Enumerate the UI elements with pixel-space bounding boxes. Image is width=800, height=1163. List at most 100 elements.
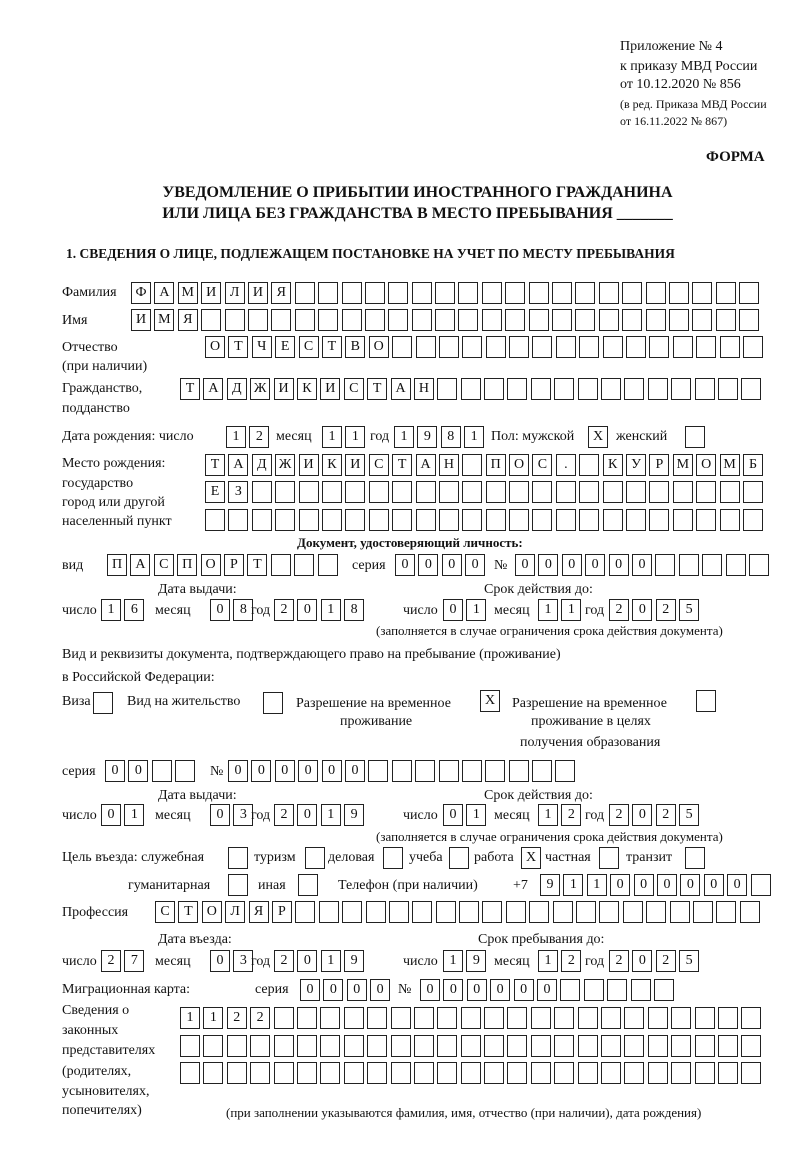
char-box[interactable] [554, 378, 575, 400]
char-box[interactable] [505, 282, 526, 304]
char-box[interactable]: Н [413, 378, 434, 400]
char-box[interactable] [228, 847, 248, 869]
char-box[interactable]: 2 [249, 426, 270, 448]
char-box[interactable] [343, 1007, 364, 1029]
char-box[interactable] [598, 309, 619, 331]
char-box[interactable]: Ж [250, 378, 271, 400]
char-box[interactable] [458, 309, 479, 331]
char-box[interactable] [392, 481, 413, 503]
char-box[interactable]: 0 [298, 760, 319, 782]
char-box[interactable] [509, 336, 530, 358]
char-box[interactable] [460, 1007, 481, 1029]
char-box[interactable]: Т [392, 454, 413, 476]
char-box[interactable] [318, 309, 339, 331]
char-box[interactable]: 0 [344, 760, 365, 782]
char-box[interactable]: 9 [344, 804, 365, 826]
char-box[interactable]: 0 [610, 874, 631, 896]
char-box[interactable]: 1 [466, 804, 487, 826]
other-checkbox[interactable] [298, 874, 321, 896]
char-box[interactable] [505, 901, 526, 923]
char-box[interactable]: А [130, 554, 151, 576]
char-box[interactable]: 3 [233, 804, 254, 826]
char-box[interactable] [576, 901, 597, 923]
char-box[interactable] [715, 309, 736, 331]
char-box[interactable] [552, 282, 573, 304]
char-box[interactable] [507, 1035, 528, 1057]
char-box[interactable] [602, 481, 623, 503]
char-box[interactable]: 3 [233, 950, 254, 972]
char-box[interactable] [320, 1035, 341, 1057]
char-box[interactable]: 2 [609, 950, 629, 972]
char-box[interactable] [671, 1007, 692, 1029]
char-box[interactable] [390, 1035, 411, 1057]
char-box[interactable]: 0 [703, 874, 724, 896]
char-box[interactable] [462, 481, 483, 503]
char-box[interactable] [717, 1007, 738, 1029]
char-box[interactable]: Р [223, 554, 244, 576]
char-box[interactable] [296, 1007, 317, 1029]
male-checkbox[interactable]: X [588, 426, 611, 448]
study-checkbox[interactable] [449, 847, 472, 869]
char-box[interactable] [560, 979, 581, 1001]
char-box[interactable] [462, 454, 483, 476]
char-box[interactable]: 0 [443, 804, 463, 826]
char-box[interactable] [390, 1007, 411, 1029]
char-box[interactable]: 0 [443, 599, 463, 621]
char-box[interactable] [341, 309, 362, 331]
char-box[interactable] [741, 1035, 762, 1057]
char-box[interactable] [317, 554, 338, 576]
char-box[interactable] [624, 378, 645, 400]
char-box[interactable] [460, 1062, 481, 1084]
char-box[interactable] [649, 481, 670, 503]
char-box[interactable]: 8 [233, 599, 254, 621]
char-box[interactable] [575, 309, 596, 331]
char-box[interactable]: Ч [251, 336, 272, 358]
char-box[interactable]: 8 [440, 426, 461, 448]
char-box[interactable] [649, 336, 670, 358]
transit-checkbox[interactable] [685, 847, 708, 869]
char-box[interactable] [685, 847, 705, 869]
char-box[interactable]: Ф [131, 282, 151, 304]
char-box[interactable] [345, 509, 366, 531]
char-box[interactable] [460, 1035, 481, 1057]
char-box[interactable]: М [672, 454, 693, 476]
char-box[interactable]: 1 [466, 599, 487, 621]
char-box[interactable] [294, 282, 315, 304]
char-box[interactable] [552, 309, 573, 331]
char-box[interactable] [622, 309, 643, 331]
char-box[interactable]: М [177, 282, 198, 304]
char-box[interactable] [318, 282, 339, 304]
char-box[interactable] [298, 481, 319, 503]
char-box[interactable]: О [696, 454, 717, 476]
char-box[interactable] [226, 1035, 247, 1057]
char-box[interactable] [228, 874, 248, 896]
tourism-checkbox[interactable] [305, 847, 328, 869]
char-box[interactable] [601, 1007, 622, 1029]
char-box[interactable]: 1 [443, 950, 463, 972]
char-box[interactable]: 1 [538, 950, 558, 972]
char-box[interactable] [93, 692, 113, 714]
char-box[interactable] [717, 1062, 738, 1084]
char-box[interactable] [461, 760, 482, 782]
char-box[interactable]: Т [205, 454, 225, 476]
char-box[interactable]: Т [228, 336, 249, 358]
char-box[interactable]: 1 [320, 804, 341, 826]
char-box[interactable] [415, 481, 436, 503]
char-box[interactable]: 0 [443, 979, 464, 1001]
char-box[interactable]: 0 [210, 950, 230, 972]
char-box[interactable]: И [320, 378, 341, 400]
char-box[interactable]: 2 [561, 950, 582, 972]
char-box[interactable] [507, 1007, 528, 1029]
char-box[interactable] [599, 901, 620, 923]
char-box[interactable]: О [201, 901, 222, 923]
char-box[interactable]: 6 [124, 599, 145, 621]
char-box[interactable] [484, 1007, 505, 1029]
char-box[interactable]: . [555, 454, 576, 476]
